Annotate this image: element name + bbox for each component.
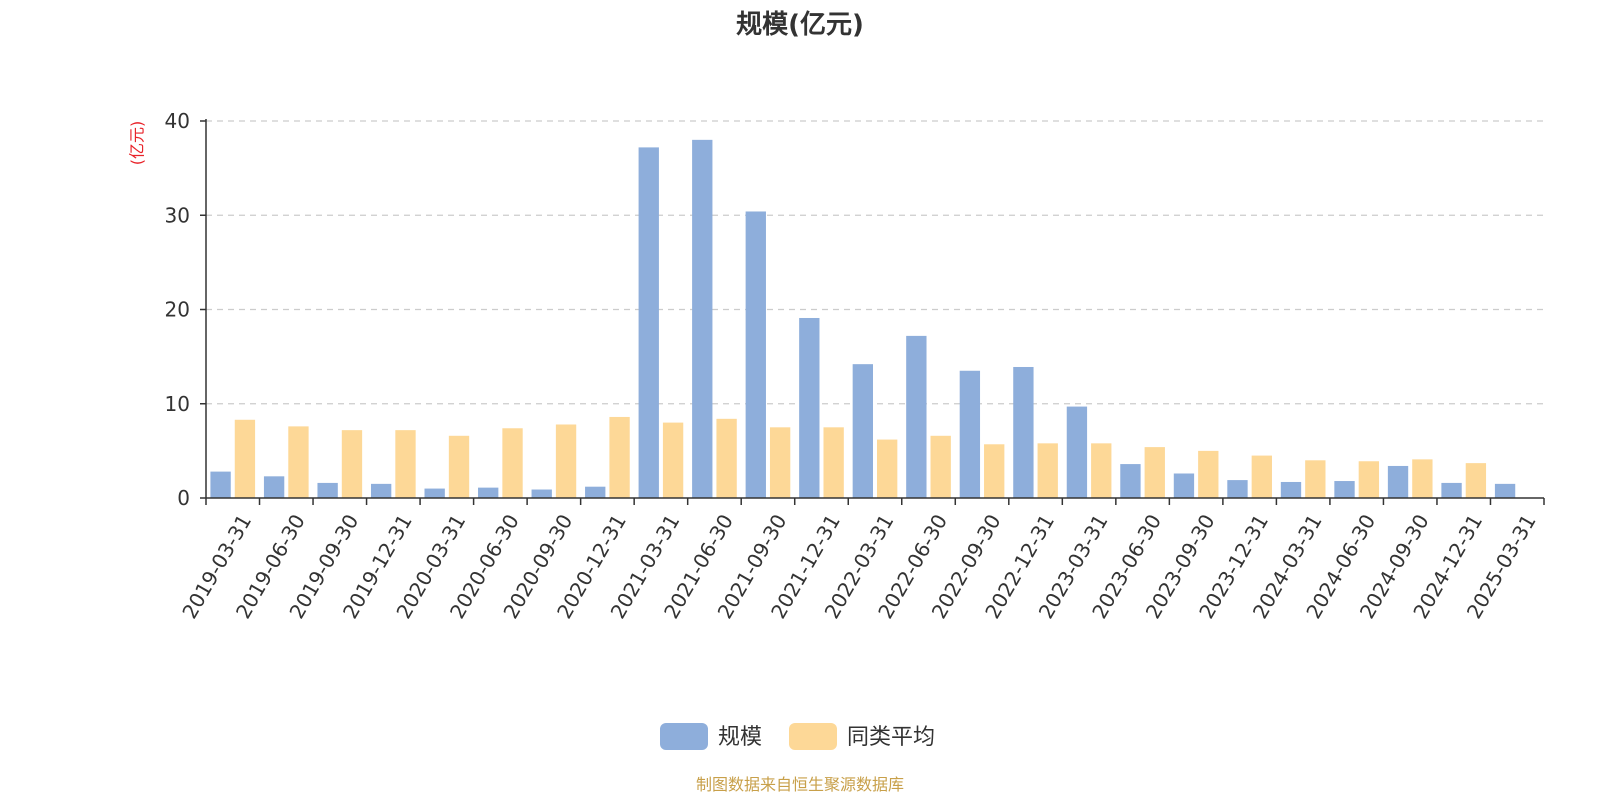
bar-series-1[interactable] [1037,443,1058,498]
bar-series-0[interactable] [1173,473,1195,498]
y-tick-label: 20 [165,298,190,322]
bar-series-0[interactable] [1120,464,1141,498]
bar-series-0[interactable] [745,211,766,499]
bar-series-0[interactable] [210,471,231,498]
bar-series-1[interactable] [1198,450,1219,498]
legend-swatch-series-0[interactable] [660,723,708,750]
bar-series-1[interactable] [1251,455,1272,498]
bar-series-0[interactable] [638,147,659,498]
bar-series-0[interactable] [692,139,713,498]
y-tick-label: 0 [177,486,190,510]
bar-series-0[interactable] [317,482,338,498]
y-tick-label: 30 [165,203,190,227]
source-note: 制图数据来自恒生聚源数据库 [696,775,904,794]
legend-label-series-1[interactable]: 同类平均 [847,725,935,750]
bar-series-0[interactable] [959,370,981,498]
bar-series-0[interactable] [1441,482,1462,498]
y-tick-label: 10 [165,392,190,416]
bar-series-1[interactable] [341,430,363,498]
bar-series-0[interactable] [852,364,873,498]
bar-series-1[interactable] [448,435,470,498]
bar-series-0[interactable] [424,488,445,498]
bar-series-1[interactable] [984,444,1005,498]
bar-series-0[interactable] [370,483,392,498]
y-tick-label: 40 [165,109,190,133]
bar-series-1[interactable] [930,435,951,498]
bar-series-1[interactable] [1091,443,1112,498]
bar-series-1[interactable] [662,422,684,498]
legend-label-series-0[interactable]: 规模 [718,725,762,750]
bar-series-1[interactable] [1465,463,1487,498]
bar-series-0[interactable] [1334,481,1355,498]
bar-series-1[interactable] [395,430,416,498]
bar-series-0[interactable] [478,487,499,498]
bar-series-1[interactable] [823,427,844,498]
bar-series-0[interactable] [1013,366,1034,498]
bar-series-1[interactable] [555,424,577,498]
legend-swatch-series-1[interactable] [789,723,837,750]
bar-series-0[interactable] [906,335,927,498]
bar-series-1[interactable] [877,439,898,498]
bar-series-1[interactable] [288,426,309,498]
bar-series-1[interactable] [234,419,256,498]
bar-series-0[interactable] [1387,465,1409,498]
bar-series-0[interactable] [585,486,606,498]
bars [210,139,1516,499]
bar-series-1[interactable] [769,427,791,498]
bar-series-1[interactable] [1412,459,1433,498]
bar-series-0[interactable] [1227,480,1248,498]
y-axis-unit-label: (亿元) [128,121,147,166]
grid-lines [206,120,1544,405]
bar-series-0[interactable] [1066,406,1088,498]
chart-title: 规模(亿元) [736,10,864,40]
bar-series-1[interactable] [1144,447,1165,498]
bar-series-1[interactable] [502,428,523,498]
bar-series-0[interactable] [799,317,820,498]
bar-series-0[interactable] [263,476,285,498]
bar-series-1[interactable] [1305,460,1326,498]
bar-series-0[interactable] [1494,483,1516,498]
bar-series-1[interactable] [716,418,737,498]
bar-series-1[interactable] [1358,461,1380,498]
bar-series-1[interactable] [609,416,630,498]
legend: 规模 同类平均 [660,723,935,750]
bar-series-0[interactable] [1280,481,1302,498]
bar-series-0[interactable] [531,489,552,498]
